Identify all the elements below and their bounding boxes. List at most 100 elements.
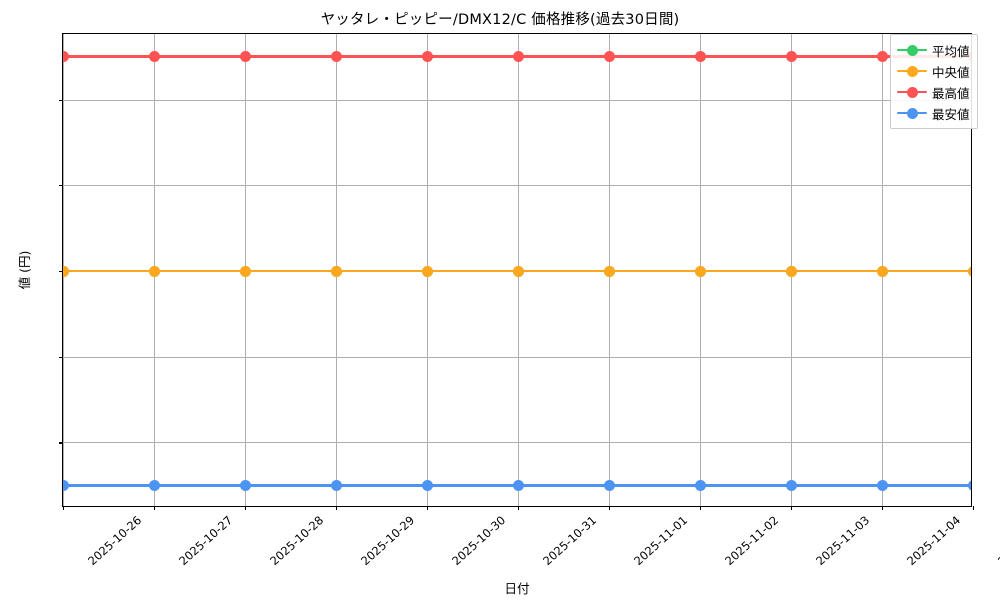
data-point-marker[interactable] (603, 265, 615, 277)
legend-swatch-icon (897, 106, 927, 120)
data-point-marker[interactable] (63, 479, 69, 491)
x-axis-tick-label: 2025-11-04 (904, 513, 964, 569)
data-point-marker[interactable] (785, 479, 797, 491)
series-line-segment (336, 269, 427, 273)
series-line-segment (518, 269, 609, 273)
y-axis-tick-mark (59, 99, 63, 101)
data-point-marker[interactable] (421, 479, 433, 491)
legend-item-最高値[interactable]: 最高値 (897, 83, 970, 101)
series-line-segment (245, 55, 336, 58)
data-point-marker[interactable] (421, 265, 433, 277)
data-point-marker[interactable] (148, 51, 160, 63)
y-axis-tick-mark (59, 442, 63, 444)
legend-item-中央値[interactable]: 中央値 (897, 62, 970, 80)
data-point-marker[interactable] (876, 265, 888, 277)
data-point-marker[interactable] (148, 265, 160, 277)
chart-legend[interactable]: 平均値中央値最高値最安値 (890, 34, 978, 129)
legend-label: 平均値 (932, 43, 970, 59)
y-axis-tick-mark (59, 271, 63, 273)
data-point-marker[interactable] (512, 479, 524, 491)
gridline-horizontal (63, 442, 971, 444)
series-line-segment (791, 55, 882, 58)
data-point-marker[interactable] (512, 51, 524, 63)
y-axis-tick-mark (59, 356, 63, 358)
series-line-segment (336, 483, 427, 487)
data-point-marker[interactable] (785, 51, 797, 63)
plot-area (59, 33, 975, 510)
series-line-segment (154, 483, 245, 487)
data-point-marker[interactable] (694, 265, 706, 277)
legend-item-最安値[interactable]: 最安値 (897, 104, 970, 122)
series-最高値 (63, 34, 971, 506)
data-point-marker[interactable] (603, 51, 615, 63)
data-point-marker[interactable] (63, 265, 69, 277)
data-point-marker[interactable] (876, 51, 888, 63)
data-point-marker[interactable] (876, 479, 888, 491)
legend-item-平均値[interactable]: 平均値 (897, 41, 970, 59)
data-point-marker[interactable] (694, 479, 706, 491)
x-axis-tick-mark (791, 506, 793, 510)
gridline-horizontal (63, 99, 971, 101)
series-line-segment (791, 483, 882, 487)
x-axis-tick-label: 2025-11-03 (813, 513, 873, 569)
x-axis-tick-label: 2025-10-28 (267, 513, 327, 569)
legend-swatch-icon (897, 85, 927, 99)
data-point-marker[interactable] (785, 265, 797, 277)
legend-marker-dot (906, 44, 918, 56)
series-line-segment (245, 483, 336, 487)
series-line-segment (427, 269, 518, 273)
data-point-marker[interactable] (330, 51, 342, 63)
y-axis-label-container: 値 (円) (0, 33, 32, 507)
x-axis-tick-mark (882, 506, 884, 510)
data-point-marker[interactable] (967, 479, 971, 491)
series-line-segment (700, 483, 791, 487)
gridline-horizontal (63, 356, 971, 358)
series-line-segment (882, 269, 971, 273)
series-line-segment (63, 269, 154, 273)
data-point-marker[interactable] (603, 479, 615, 491)
data-point-marker[interactable] (967, 265, 971, 277)
y-axis-label: 値 (円) (16, 250, 32, 290)
x-axis-tick-label: 2025-11-02 (722, 513, 782, 569)
series-line-segment (609, 483, 700, 487)
series-line-segment (336, 55, 427, 58)
data-point-marker[interactable] (694, 51, 706, 63)
x-axis-tick-label: 2025-11-05 (995, 513, 1000, 569)
x-axis-label: 日付 (504, 581, 530, 596)
series-line-segment (700, 269, 791, 273)
series-line-segment (63, 55, 154, 58)
legend-marker-dot (906, 65, 918, 77)
data-point-marker[interactable] (239, 479, 251, 491)
page-title: ヤッタレ・ピッピー/DMX12/C 価格推移(過去30日間) (320, 12, 680, 28)
data-point-marker[interactable] (239, 265, 251, 277)
x-axis-tick-label: 2025-10-29 (358, 513, 418, 569)
x-axis-tick-label: 2025-10-31 (540, 513, 600, 569)
legend-marker-dot (906, 86, 918, 98)
data-point-marker[interactable] (330, 479, 342, 491)
x-axis-tick-mark (245, 506, 247, 510)
series-line-segment (518, 55, 609, 58)
data-point-marker[interactable] (330, 265, 342, 277)
x-axis-tick-mark (973, 506, 975, 510)
data-point-marker[interactable] (512, 265, 524, 277)
series-line-segment (154, 269, 245, 273)
series-line-segment (791, 269, 882, 273)
data-point-marker[interactable] (63, 51, 69, 63)
x-axis-tick-label: 2025-11-01 (631, 513, 691, 569)
series-line-segment (63, 483, 154, 487)
legend-marker-dot (906, 107, 918, 119)
series-line-segment (427, 55, 518, 58)
series-line-segment (427, 483, 518, 487)
data-point-marker[interactable] (421, 51, 433, 63)
y-axis-tick-mark (59, 185, 63, 187)
legend-label: 最高値 (932, 85, 970, 101)
x-axis-tick-mark (609, 506, 611, 510)
data-point-marker[interactable] (239, 51, 251, 63)
x-axis-tick-mark (427, 506, 429, 510)
data-point-marker[interactable] (148, 479, 160, 491)
legend-label: 最安値 (932, 106, 970, 122)
series-line-segment (700, 55, 791, 58)
series-line-segment (245, 269, 336, 273)
x-axis-tick-mark (336, 506, 338, 510)
